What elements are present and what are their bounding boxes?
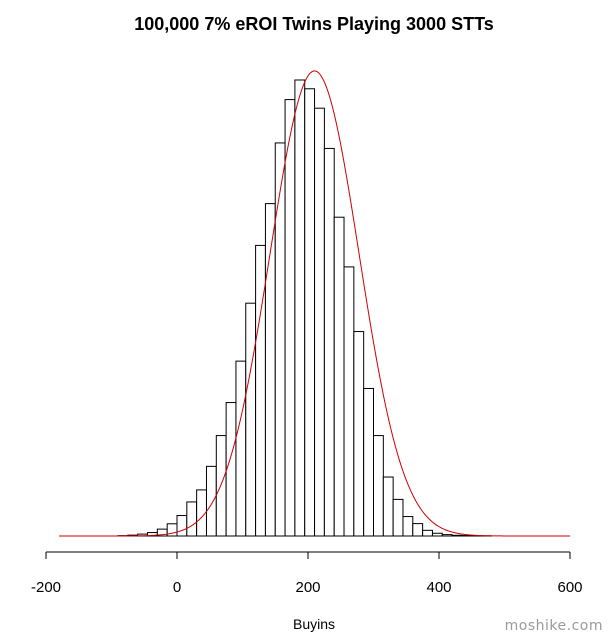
histogram-bar: [205, 465, 217, 537]
histogram-bar: [402, 516, 414, 537]
histogram-bar: [294, 79, 306, 537]
x-tick-label: 400: [426, 579, 451, 596]
x-tick-label: -200: [31, 579, 61, 596]
histogram-bar: [363, 387, 375, 537]
histogram-bar: [353, 331, 365, 537]
histogram-bar: [382, 476, 394, 537]
x-tick-label: 600: [557, 579, 582, 596]
histogram-bar: [284, 99, 296, 537]
x-axis-label: Buyins: [293, 616, 335, 632]
x-tick-label: 200: [295, 579, 320, 596]
histogram-bar: [431, 532, 443, 537]
histogram-bar: [412, 523, 424, 537]
histogram-bar: [186, 501, 198, 537]
histogram-bar: [304, 88, 316, 537]
histogram-bar: [323, 147, 335, 537]
histogram-bar: [373, 435, 384, 537]
histogram-bar: [274, 142, 286, 537]
x-tick-label: 0: [173, 579, 181, 596]
histogram-bar: [245, 302, 257, 537]
watermark-text: moshike.com: [505, 618, 603, 634]
histogram-bar: [392, 498, 404, 537]
histogram-bar: [343, 266, 355, 537]
histogram-bars: [117, 79, 492, 537]
histogram-bar: [451, 534, 463, 537]
histogram-bar: [441, 534, 453, 537]
histogram-bar: [422, 529, 433, 537]
histogram-bar: [225, 402, 237, 537]
x-axis-ticks: -200 0 200 400 600: [31, 552, 583, 596]
histogram-bar: [333, 216, 345, 537]
histogram-bar: [176, 515, 188, 537]
normal-density-curve: [59, 70, 570, 537]
chart-title: 100,000 7% eROI Twins Playing 3000 STTs: [134, 14, 494, 34]
histogram-bar: [461, 534, 473, 537]
histogram-bar: [314, 107, 325, 537]
histogram-bar: [235, 360, 247, 537]
histogram-bar: [215, 435, 227, 537]
